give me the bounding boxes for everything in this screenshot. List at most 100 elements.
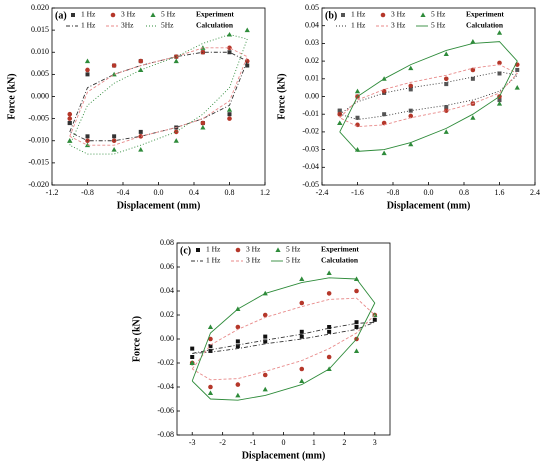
y-tick-label: 0.05 [305,3,319,12]
marker-triangle [299,378,305,383]
calc-line [69,51,248,142]
marker-square [327,325,332,329]
panel-label: (b) [325,10,337,21]
legend-group-label: Experiment [466,10,504,19]
y-tick-label: 0.000 [31,91,49,100]
x-tick-label: 1.2 [260,188,270,197]
x-axis-label: Displacement (mm) [387,200,471,211]
marker-square [85,72,90,77]
marker-circle [497,60,502,66]
marker-circle [262,312,268,318]
x-axis-label: Displacement (mm) [117,200,201,211]
x-tick-label: -1 [250,438,257,447]
marker-square [245,63,250,68]
x-tick-label: -0.4 [117,188,130,197]
marker-circle [110,12,116,18]
legend-group-label: Calculation [466,21,504,30]
legend-label: 5 Hz [286,256,301,265]
legend-label: 5 Hz [431,21,446,30]
marker-circle [227,116,232,121]
y-tick-label: -0.05 [302,180,319,189]
marker-triangle [244,27,250,33]
marker-square [408,87,413,92]
y-axis-label: Force (kN) [6,73,17,119]
calc-line [191,297,376,381]
marker-circle [227,45,232,51]
marker-square [337,108,342,113]
marker-square [497,98,502,103]
x-tick-label: 0.8 [459,188,469,197]
marker-circle [470,67,476,73]
y-tick-label: -0.03 [302,144,319,153]
marker-triangle [470,115,476,120]
marker-circle [173,54,179,59]
marker-triangle [408,65,414,71]
x-tick-label: 0.4 [189,188,199,197]
marker-triangle [226,31,233,37]
legend-label: 3 Hz [246,245,261,254]
legend-label: 1 Hz [206,256,221,265]
marker-triangle [262,386,268,392]
calc-line [191,277,376,401]
marker-square [372,317,377,322]
x-tick-label: 2.4 [530,188,540,197]
marker-circle [354,288,359,294]
legend-label: 3 Hz [246,256,261,265]
legend-label: 1 Hz [351,10,366,19]
legend-label: 1 Hz [81,21,96,30]
panel: -1.2 -0.8 -0.4 0.0 0.4 0.8 1.2 -0.020 -0.015 -0.0… [6,3,270,211]
x-tick-label: -1.6 [351,188,364,197]
y-tick-label: 0.01 [305,74,319,83]
calc-line [69,47,248,146]
x-tick-label: -1.2 [46,188,59,197]
marker-square [354,325,359,329]
legend-label: 1 Hz [351,21,366,30]
marker-circle [85,67,90,73]
legend-label: 5Hz [161,21,174,30]
y-tick-label: -0.005 [28,113,49,122]
y-tick-label: 0.06 [160,262,174,271]
legend-label: 3 Hz [391,10,406,19]
marker-circle [299,366,305,372]
marker-square [190,355,195,359]
y-tick-label: -0.02 [157,358,174,367]
legend-label: 3 Hz [391,21,406,30]
marker-circle [443,76,449,82]
marker-circle [67,111,73,117]
marker-circle [355,122,360,128]
marker-square [67,121,72,126]
legend-label: 5 Hz [161,10,176,19]
y-tick-label: 0.00 [160,334,174,343]
y-tick-label: -0.04 [157,382,174,391]
marker-triangle [111,147,117,152]
calc-line [69,34,248,155]
x-tick-label: -2.4 [316,188,329,197]
marker-square [235,339,240,344]
marker-circle [326,291,332,296]
marker-triangle [226,107,233,112]
marker-triangle [443,129,449,134]
y-tick-label: 0.015 [31,25,49,34]
marker-triangle [443,51,449,57]
x-axis-label: Displacement (mm) [242,450,326,461]
marker-square [444,105,449,110]
marker-circle [408,113,414,119]
y-tick-label: 0.02 [305,56,319,65]
marker-square [263,334,268,339]
x-tick-label: 0.0 [154,188,164,197]
y-tick-label: -0.01 [302,109,319,118]
y-tick-label: 0.010 [31,47,49,56]
marker-circle [200,49,206,55]
y-axis-label: Force (kN) [276,73,287,119]
marker-square [196,248,200,252]
marker-triangle [299,276,305,281]
marker-circle [111,63,117,68]
marker-circle [235,324,241,330]
legend-group-label: Calculation [196,21,234,30]
marker-circle [235,382,241,387]
marker-circle [380,12,386,18]
calc-line [339,64,518,128]
marker-square [327,329,332,334]
y-tick-label: -0.010 [28,136,49,145]
legend-label: 1 Hz [81,10,96,19]
